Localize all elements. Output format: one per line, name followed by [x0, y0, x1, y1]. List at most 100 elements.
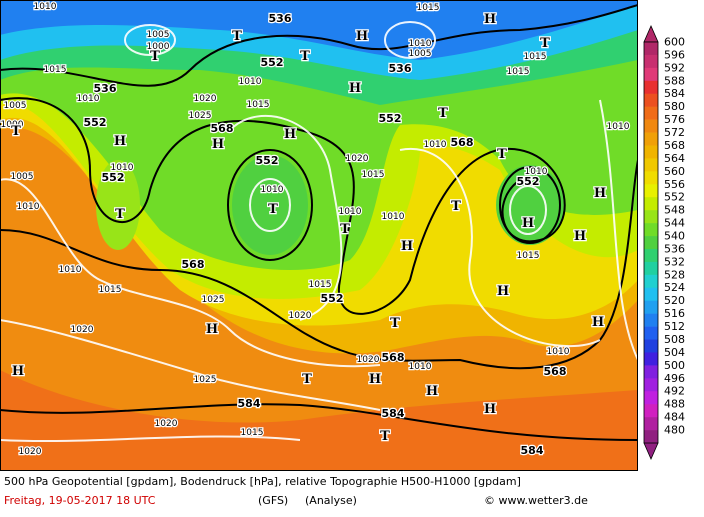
legend-label: 572: [664, 126, 685, 139]
pressure-center: T: [232, 29, 242, 44]
legend-swatch: [644, 326, 658, 340]
isobar-label: 1010: [409, 39, 432, 49]
pressure-center: H: [497, 284, 509, 299]
legend-label: 508: [664, 333, 685, 346]
legend-swatch: [644, 93, 658, 107]
caption-credit: © www.wetter3.de: [484, 494, 588, 507]
isobar-label: 1010: [409, 362, 432, 372]
legend-swatch: [644, 261, 658, 276]
legend-frame: [643, 41, 659, 444]
legend-swatch: [644, 300, 658, 314]
legend-swatch: [644, 313, 658, 327]
geopotential-label: 552: [379, 112, 402, 125]
legend-swatch: [644, 365, 658, 379]
pressure-center: T: [11, 124, 21, 139]
legend-swatch: [644, 378, 658, 392]
isobar-label: 1020: [194, 94, 217, 104]
isobar-label: 1010: [59, 265, 82, 275]
isobar-label: 1015: [247, 100, 270, 110]
legend-swatch: [644, 171, 658, 185]
pressure-center: T: [451, 199, 461, 214]
geopotential-label: 536: [389, 62, 412, 75]
isobar-label: 1015: [241, 428, 264, 438]
isobar-label: 1005: [11, 172, 34, 182]
geopotential-label: 552: [321, 292, 344, 305]
legend-label: 548: [664, 204, 685, 217]
legend-label: 484: [664, 411, 685, 424]
isobar-label: 1010: [547, 347, 570, 357]
legend-swatch: [644, 287, 658, 302]
geopotential-label: 568: [182, 258, 205, 271]
isobar-label: 1015: [524, 52, 547, 62]
isobar-label: 1010: [77, 94, 100, 104]
legend-label: 588: [664, 74, 685, 87]
pressure-center: T: [300, 49, 310, 64]
isobar-label: 1000: [147, 42, 170, 52]
isobar-label: 1010: [239, 77, 262, 87]
isobar-label: 1010: [607, 122, 630, 132]
isobar-label: 1015: [417, 3, 440, 13]
pressure-center: H: [212, 137, 224, 152]
legend-label: 504: [664, 346, 685, 359]
legend-label: 528: [664, 268, 685, 281]
legend-label: 600: [664, 35, 685, 48]
isobar-label: 1010: [339, 207, 362, 217]
pressure-center: T: [497, 147, 507, 162]
legend-label: 496: [664, 372, 685, 385]
legend-swatch: [644, 248, 658, 263]
legend-label: 592: [664, 61, 685, 74]
isobar-label: 1010: [17, 202, 40, 212]
legend-swatch: [644, 352, 658, 366]
map-frame: [0, 0, 638, 471]
isobar-label: 1020: [155, 419, 178, 429]
pressure-center: H: [12, 364, 24, 379]
legend-label: 540: [664, 230, 685, 243]
legend-swatch: [644, 54, 658, 69]
pressure-center: H: [369, 372, 381, 387]
pressure-center: H: [114, 134, 126, 149]
geopotential-label: 568: [382, 351, 405, 364]
legend-swatch: [644, 391, 658, 405]
isobar-label: 1020: [71, 325, 94, 335]
geopotential-label: 552: [256, 154, 279, 167]
legend-label: 564: [664, 152, 685, 165]
pressure-center: H: [401, 239, 413, 254]
pressure-center: T: [390, 316, 400, 331]
legend-swatch: [644, 158, 658, 172]
isobar-label: 1015: [507, 67, 530, 77]
legend-label: 596: [664, 48, 685, 61]
legend-label: 488: [664, 398, 685, 411]
pressure-center: T: [150, 49, 160, 64]
legend-swatch: [644, 80, 658, 95]
legend-swatch: [644, 236, 658, 250]
map-background: [0, 0, 638, 471]
legend-label: 500: [664, 359, 685, 372]
legend-arrow-bottom: [643, 442, 659, 460]
geopotential-label: 584: [238, 397, 261, 410]
pressure-center: H: [574, 229, 586, 244]
pressure-center: T: [268, 202, 278, 217]
pressure-center: H: [356, 29, 368, 44]
legend-swatch: [644, 274, 658, 289]
isobar-label: 1025: [189, 111, 212, 121]
legend-label: 480: [664, 424, 685, 437]
pressure-center: H: [284, 127, 296, 142]
isobar-label: 1010: [34, 2, 57, 12]
pressure-center: H: [522, 216, 534, 231]
legend-swatch: [644, 184, 658, 198]
geopotential-label: 552: [102, 171, 125, 184]
geopotential-label: 552: [517, 175, 540, 188]
pressure-center: H: [592, 315, 604, 330]
isobar-label: 1015: [44, 65, 67, 75]
pressure-center: T: [340, 222, 350, 237]
legend-label: 532: [664, 255, 685, 268]
legend-swatch: [644, 339, 658, 353]
legend-swatch: [644, 223, 658, 237]
isobar-label: 1000: [1, 120, 24, 130]
isobar-label: 1020: [357, 355, 380, 365]
pressure-center: H: [484, 12, 496, 27]
legend-swatch: [644, 67, 658, 82]
legend-swatch: [644, 197, 658, 211]
